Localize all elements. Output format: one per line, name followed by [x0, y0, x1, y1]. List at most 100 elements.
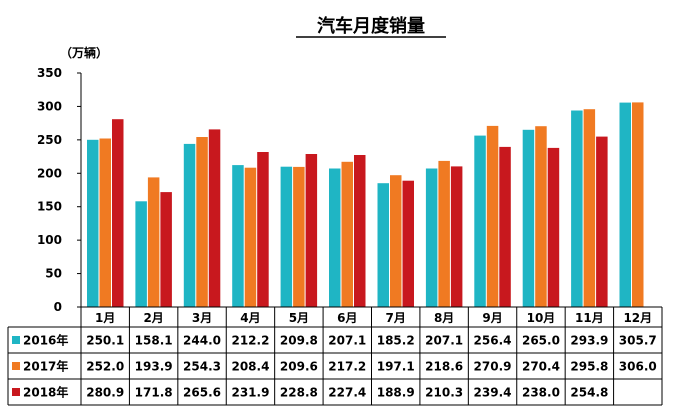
- legend-label: 2017年: [23, 359, 68, 374]
- data-label: 250.1: [86, 334, 124, 348]
- legend-label: 2016年: [23, 333, 68, 348]
- legend-label: 2018年: [23, 385, 68, 400]
- x-tick-label: 8月: [434, 311, 454, 325]
- bar-2016年-5月: [280, 166, 293, 307]
- data-label: 210.3: [425, 386, 463, 400]
- x-tick-label: 9月: [482, 311, 502, 325]
- y-tick-label: 300: [37, 99, 62, 113]
- bar-2016年-9月: [474, 135, 486, 307]
- bar-2017年-9月: [486, 125, 499, 308]
- bar-2017年-6月: [341, 161, 353, 307]
- y-tick-label: 200: [37, 166, 62, 180]
- bar-2018年-10月: [547, 147, 560, 307]
- data-label: 295.8: [570, 360, 608, 374]
- bar-2018年-7月: [402, 180, 414, 307]
- data-label: 265.0: [522, 334, 560, 348]
- data-label: 171.8: [135, 386, 173, 400]
- bar-2016年-2月: [135, 201, 147, 307]
- y-tick-label: 50: [45, 267, 62, 281]
- data-label: 256.4: [474, 334, 512, 348]
- bar-2017年-3月: [196, 137, 208, 307]
- data-label: 270.9: [474, 360, 512, 374]
- bar-2018年-2月: [160, 192, 172, 307]
- data-label: 306.0: [619, 360, 657, 374]
- y-tick-labels: 350 300 250 200 150 100 50 0: [37, 66, 62, 314]
- data-label: 238.0: [522, 386, 560, 400]
- bar-2017年-7月: [390, 175, 402, 307]
- bar-2018年-1月: [112, 119, 124, 307]
- x-tick-label: 1月: [95, 311, 115, 325]
- bar-2018年-11月: [596, 136, 608, 307]
- bar-2017年-4月: [244, 167, 257, 307]
- bar-2016年-8月: [425, 168, 438, 307]
- bar-2016年-10月: [522, 129, 535, 307]
- data-label: 228.8: [280, 386, 318, 400]
- y-tick-label: 150: [37, 200, 62, 214]
- data-label: 209.6: [280, 360, 318, 374]
- bar-2018年-4月: [257, 152, 269, 307]
- data-label: 158.1: [135, 334, 173, 348]
- x-tick-label: 3月: [192, 311, 212, 325]
- bar-2016年-4月: [232, 165, 244, 307]
- data-label: 212.2: [231, 334, 269, 348]
- bar-2017年-1月: [99, 138, 111, 307]
- data-label: 197.1: [377, 360, 415, 374]
- data-label: 185.2: [377, 334, 415, 348]
- bar-2017年-5月: [293, 166, 305, 307]
- data-table: 1月 2月 3月 4月 5月 6月 7月 8月 9月 10月 11月 12月 2016年 250.1 158…: [7, 306, 663, 406]
- data-label: 254.8: [570, 386, 608, 400]
- bar-2017年-8月: [438, 160, 450, 307]
- data-label: 239.4: [474, 386, 512, 400]
- data-label: 207.1: [425, 334, 463, 348]
- y-tick-label: 250: [37, 133, 62, 147]
- x-tick-label: 6月: [337, 311, 357, 325]
- data-label: 293.9: [570, 334, 608, 348]
- x-tick-label: 2月: [143, 311, 163, 325]
- bar-2016年-3月: [183, 143, 196, 307]
- bar-series: [87, 102, 644, 308]
- data-label: 305.7: [619, 334, 657, 348]
- bar-2017年-12月: [632, 102, 644, 308]
- data-label: 188.9: [377, 386, 415, 400]
- data-label: 209.8: [280, 334, 318, 348]
- bar-2017年-2月: [147, 177, 160, 307]
- legend-swatch: [12, 336, 20, 344]
- bar-2018年-6月: [354, 155, 366, 307]
- bar-2016年-1月: [87, 139, 99, 307]
- x-tick-label: 12月: [623, 311, 652, 325]
- x-tick-label: 10月: [527, 311, 556, 325]
- data-label: 217.2: [328, 360, 366, 374]
- data-label: 207.1: [328, 334, 366, 348]
- data-label: 227.4: [328, 386, 366, 400]
- bar-2016年-6月: [329, 168, 341, 307]
- bar-2016年-7月: [377, 183, 389, 307]
- x-tick-label: 4月: [240, 311, 260, 325]
- bar-2018年-5月: [305, 154, 318, 307]
- data-label: 265.6: [183, 386, 221, 400]
- bar-2017年-11月: [583, 109, 596, 307]
- x-tick-label: 11月: [575, 311, 604, 325]
- data-label: 193.9: [135, 360, 173, 374]
- x-tick-label: 7月: [386, 311, 406, 325]
- y-tick-label: 0: [54, 300, 62, 314]
- data-label: 218.6: [425, 360, 463, 374]
- data-label: 280.9: [86, 386, 124, 400]
- chart-title: 汽车月度销量: [317, 15, 425, 37]
- y-tick-label: 100: [37, 233, 62, 247]
- legend-swatch: [12, 388, 20, 396]
- data-label: 231.9: [231, 386, 269, 400]
- y-axis-unit: （万辆）: [60, 45, 108, 60]
- data-label: 252.0: [86, 360, 124, 374]
- bar-2018年-3月: [208, 129, 221, 307]
- y-tick-label: 350: [37, 66, 62, 80]
- data-label: 208.4: [231, 360, 269, 374]
- axes: [77, 72, 82, 308]
- data-label: 270.4: [522, 360, 560, 374]
- legend-swatch: [12, 362, 20, 370]
- x-tick-label: 5月: [289, 311, 309, 325]
- data-label: 254.3: [183, 360, 221, 374]
- bar-2016年-12月: [619, 102, 631, 307]
- bar-2017年-10月: [535, 126, 547, 307]
